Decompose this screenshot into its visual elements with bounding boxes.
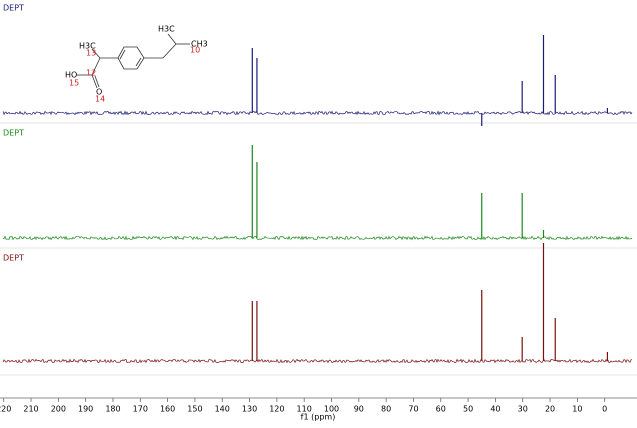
x-tick-label: 170 xyxy=(133,405,148,414)
atom-label: CH3 xyxy=(191,40,208,49)
atom-label: H3C xyxy=(79,42,96,51)
atom-number: 10 xyxy=(190,46,200,55)
x-axis-label: f1 (ppm) xyxy=(301,413,336,422)
x-tick-label: 10 xyxy=(572,405,582,414)
bond xyxy=(162,43,177,59)
molecule xyxy=(77,33,190,89)
atom-number: 12 xyxy=(86,69,96,78)
bond xyxy=(91,57,101,76)
ring xyxy=(117,46,145,70)
bond xyxy=(135,57,142,67)
bond xyxy=(167,33,177,45)
bond xyxy=(119,49,126,60)
x-tick-label: 210 xyxy=(23,405,38,414)
x-tick-label: 0 xyxy=(602,405,607,414)
x-tick-label: 140 xyxy=(215,405,230,414)
bond xyxy=(91,48,101,59)
atom-number: 15 xyxy=(69,79,79,88)
x-tick-label: 50 xyxy=(463,405,473,414)
series-label: DEPT xyxy=(3,4,24,13)
series-label: DEPT xyxy=(3,254,24,263)
x-tick-label: 130 xyxy=(242,405,257,414)
x-tick-label: 40 xyxy=(490,405,500,414)
baseline-noise xyxy=(2,110,633,116)
x-tick-label: 150 xyxy=(187,405,202,414)
x-tick-label: 80 xyxy=(381,405,391,414)
x-tick-label: 110 xyxy=(297,405,312,414)
atom-label: H3C xyxy=(158,25,175,34)
x-tick-label: 60 xyxy=(436,405,446,414)
series-label: DEPT xyxy=(3,129,24,138)
baseline-noise xyxy=(2,235,633,241)
x-tick-label: 200 xyxy=(51,405,66,414)
x-tick-label: 180 xyxy=(105,405,120,414)
x-tick-label: 30 xyxy=(518,405,528,414)
x-tick-label: 90 xyxy=(354,405,364,414)
atom-label: O xyxy=(96,88,102,97)
bond xyxy=(91,74,98,89)
x-tick-label: 100 xyxy=(324,405,339,414)
x-tick-label: 20 xyxy=(545,405,555,414)
x-tick-label: 190 xyxy=(78,405,93,414)
baseline-noise xyxy=(2,358,633,364)
x-tick-label: 70 xyxy=(408,405,418,414)
x-tick-label: 220 xyxy=(0,405,11,414)
atom-label: HO xyxy=(65,71,77,80)
atom-number: 13 xyxy=(86,49,96,58)
bond xyxy=(94,75,100,88)
x-tick-label: 160 xyxy=(160,405,175,414)
atom-number: 14 xyxy=(95,95,105,104)
x-tick-label: 120 xyxy=(269,405,284,414)
